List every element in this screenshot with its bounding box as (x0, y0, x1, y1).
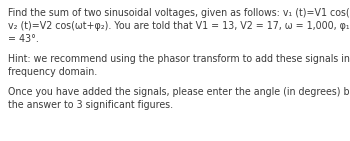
Text: Hint: we recommend using the phasor transform to add these signals in the: Hint: we recommend using the phasor tran… (8, 54, 350, 64)
Text: frequency domain.: frequency domain. (8, 67, 97, 77)
Text: Find the sum of two sinusoidal voltages, given as follows: v₁ (t)=V1 cos(ωt+φ₁) : Find the sum of two sinusoidal voltages,… (8, 8, 350, 18)
Text: v₂ (t)=V2 cos(ωt+φ₂). You are told that V1 = 13, V2 = 17, ω = 1,000, φ₁ = 30° an: v₂ (t)=V2 cos(ωt+φ₂). You are told that … (8, 21, 350, 31)
Text: = 43°.: = 43°. (8, 34, 39, 44)
Text: Once you have added the signals, please enter the angle (in degrees) below. Ente: Once you have added the signals, please … (8, 87, 350, 97)
Text: the answer to 3 significant figures.: the answer to 3 significant figures. (8, 100, 173, 110)
